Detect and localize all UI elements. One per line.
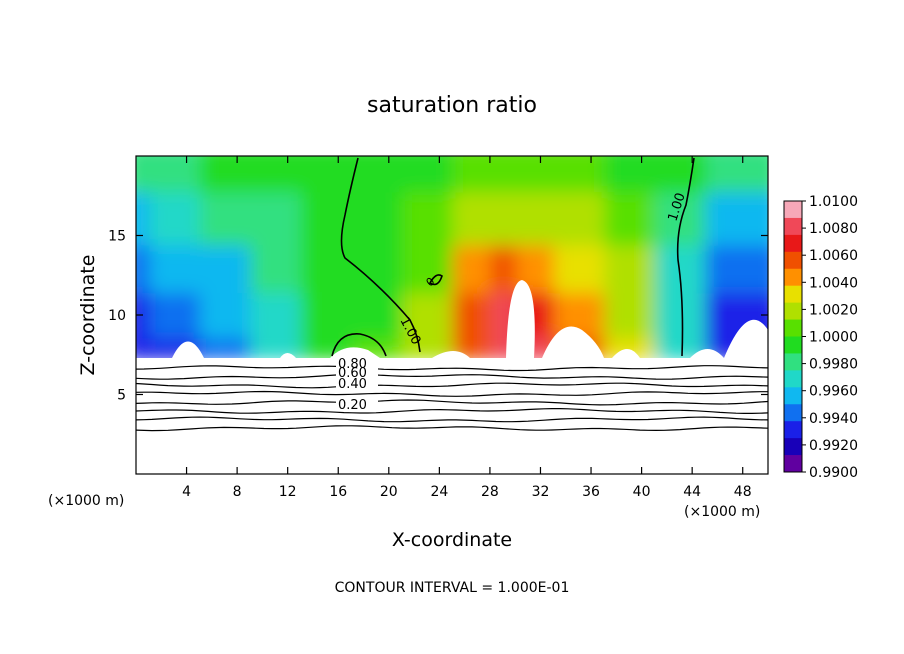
x-tick-label: 44 [683, 484, 701, 500]
lower-white-region [136, 358, 768, 474]
y-tick-label: 15 [108, 229, 126, 245]
contour-line-0-5 [136, 399, 768, 406]
colorbar-label: 1.0100 [809, 194, 858, 210]
contour-1-00-middle [340, 157, 421, 353]
contour-line-0-9 [136, 365, 768, 372]
y-tick-label: 10 [108, 308, 126, 324]
lower-contour-lines [136, 365, 768, 432]
y-tick-label: 5 [117, 388, 126, 404]
colorbar-swatch [784, 336, 802, 354]
y-axis: 5 10 15 [108, 229, 768, 404]
colorbar-swatch [784, 455, 802, 473]
colorbar-label: 0.9960 [809, 384, 858, 400]
saturation-field [136, 156, 768, 360]
contour-line-0-7 [136, 382, 768, 389]
contour-interval-note: CONTOUR INTERVAL = 1.000E-01 [335, 580, 570, 596]
x-tick-label: 24 [430, 484, 448, 500]
y-axis-label: Z-coordinate [77, 255, 99, 376]
contour-line-0-6 [136, 390, 768, 397]
field-cell [743, 156, 768, 193]
colorbar-swatch [784, 285, 802, 304]
colorbar-swatch [784, 370, 802, 388]
colorbar-swatch [784, 387, 802, 405]
colorbar-label: 1.0020 [809, 302, 858, 318]
colorbar-swatch [784, 201, 802, 219]
contour-1-00-right [676, 157, 695, 357]
contour-line-0-4 [136, 408, 768, 414]
colorbar-swatch [784, 404, 802, 422]
colorbar: 1.0100 1.0080 1.0060 1.0040 1.0020 1.0000 0.99… [783, 194, 858, 481]
colorbar-swatch [784, 302, 802, 321]
colorbar-label: 0.9920 [809, 438, 858, 454]
contour-lines [331, 157, 695, 357]
x-tick-label: 36 [582, 484, 600, 500]
x-tick-label: 48 [734, 484, 752, 500]
colorbar-label: 0.9940 [809, 411, 858, 427]
x-tick-label: 28 [481, 484, 499, 500]
x-tick-label: 8 [233, 484, 242, 500]
x-tick-label: 32 [532, 484, 550, 500]
contour-line-0-3 [136, 416, 768, 423]
chart-title: saturation ratio [367, 93, 537, 118]
colorbar-swatch [784, 438, 802, 456]
contour-0-small-loop [428, 274, 443, 286]
colorbar-swatch [784, 353, 802, 371]
colorbar-swatch [784, 234, 802, 253]
x-unit-label-right: (×1000 m) [684, 504, 760, 520]
colorbar-label: 1.0060 [809, 248, 858, 264]
colorbar-label: 1.0040 [809, 275, 858, 291]
colorbar-label: 1.0000 [809, 330, 858, 346]
x-tick-label: 4 [182, 484, 191, 500]
contour-line-0-8 [136, 373, 768, 380]
x-unit-label-left: (×1000 m) [48, 493, 124, 509]
x-tick-label: 40 [633, 484, 651, 500]
colorbar-swatch [784, 421, 802, 439]
colorbar-label: 0.9900 [809, 465, 858, 481]
colorbar-swatch [784, 319, 802, 337]
contour-1-00-low-loop [331, 333, 387, 357]
colorbar-label: 1.0080 [809, 221, 858, 237]
x-tick-label: 20 [380, 484, 398, 500]
x-axis: 4 8 12 16 20 24 28 32 36 40 44 48 [182, 156, 752, 500]
colorbar-swatch [784, 251, 802, 270]
x-tick-label: 12 [279, 484, 297, 500]
contour-label-0-20: 0.20 [338, 398, 367, 413]
x-tick-label: 16 [329, 484, 347, 500]
white-cloud-blobs [172, 280, 768, 358]
x-axis-label: X-coordinate [392, 529, 512, 551]
colorbar-swatch [784, 217, 802, 236]
contour-label-0-80: 0.80 [338, 357, 367, 372]
contour-label-0-40: 0.40 [338, 377, 367, 392]
contour-line-0-2 [136, 425, 768, 432]
plot-area [136, 156, 768, 474]
colorbar-label: 0.9980 [809, 357, 858, 373]
colorbar-swatch [784, 268, 802, 287]
